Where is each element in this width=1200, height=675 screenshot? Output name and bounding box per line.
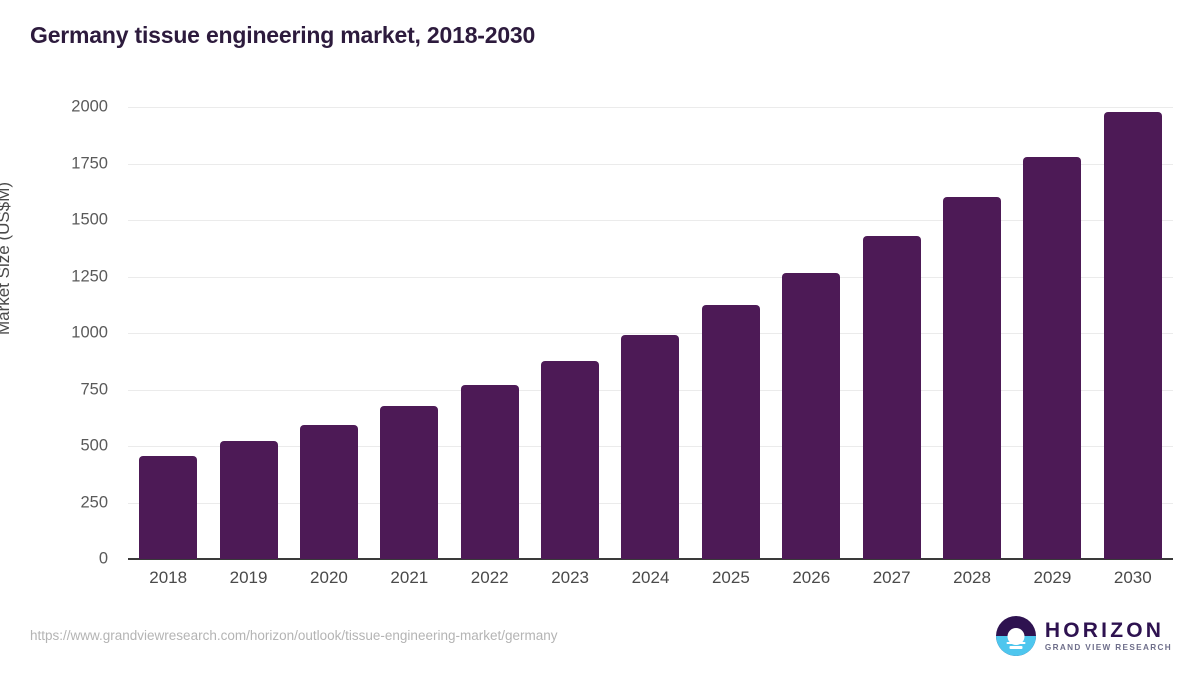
bar-slot [932,107,1012,559]
logo-subtitle: GRAND VIEW RESEARCH [1044,642,1172,652]
bar-slot [691,107,771,559]
x-tick-label: 2021 [390,568,429,587]
y-tick-label: 500 [80,436,108,455]
x-tick-label: 2025 [711,568,750,587]
bar-2024[interactable] [621,334,680,559]
logo-ray-two [1009,646,1023,649]
x-tick-label: 2018 [149,568,188,587]
x-tick-label: 2028 [953,568,991,587]
logo-wordmark: HORIZON [1044,618,1165,642]
gridline [128,107,1173,108]
logo-text: HORIZON GRAND VIEW RESEARCH [1045,620,1172,652]
y-tick-label: 0 [98,549,108,568]
bar-2022[interactable] [460,384,519,559]
bar-2025[interactable] [701,304,760,559]
bar-slot [771,107,851,559]
bar-slot [1093,107,1173,559]
bar-2018[interactable] [139,456,198,559]
x-tick-label: 2019 [229,568,268,587]
gridline [128,220,1173,221]
bar-2027[interactable] [862,236,921,559]
y-axis-title: Market Size (US$M) [0,181,13,335]
x-tick-label: 2029 [1033,568,1072,587]
bar-2026[interactable] [782,272,841,559]
bar-2028[interactable] [943,197,1002,559]
y-tick-label: 1250 [71,267,108,285]
x-tick-label: 2026 [792,568,831,587]
x-tick-label: 2023 [551,568,590,587]
bar-2019[interactable] [219,441,278,559]
bar-2023[interactable] [541,361,600,559]
gridline [128,276,1173,278]
bar-slot [1012,107,1092,559]
logo-water-shape [995,636,1036,656]
bar-slot [530,107,610,559]
bar-slot [289,107,369,559]
gridline [128,333,1173,334]
horizon-logo: HORIZON GRAND VIEW RESEARCH [995,616,1172,656]
gridline [128,163,1173,165]
horizon-logo-icon [995,616,1036,656]
bar-2021[interactable] [380,405,439,559]
bar-slot [128,107,208,559]
logo-sun-shape [1007,628,1025,646]
bar-2029[interactable] [1023,157,1082,559]
bar-series [128,107,1173,559]
source-url[interactable]: https://www.grandviewresearch.com/horizo… [30,628,558,643]
x-tick-label: 2024 [631,568,670,587]
x-tick-label: 2022 [470,568,509,587]
bar-slot [450,107,530,559]
x-tick-label: 2030 [1113,568,1152,587]
y-tick-label: 750 [80,380,108,398]
y-tick-label: 250 [80,493,108,511]
x-axis-line [128,558,1173,560]
x-tick-label: 2027 [872,568,911,587]
logo-ray-one [1006,641,1026,645]
bar-slot [851,107,931,559]
bar-slot [369,107,449,559]
bar-2020[interactable] [299,424,358,559]
bar-slot [610,107,690,559]
x-tick-label: 2020 [310,568,348,587]
y-tick-label: 1000 [71,323,108,342]
y-tick-label: 1750 [71,154,108,172]
bar-slot [208,107,288,559]
page-title: Germany tissue engineering market, 2018-… [30,22,536,48]
y-tick-label: 1500 [71,210,108,229]
y-tick-label: 2000 [71,97,108,116]
bar-2030[interactable] [1103,111,1162,559]
